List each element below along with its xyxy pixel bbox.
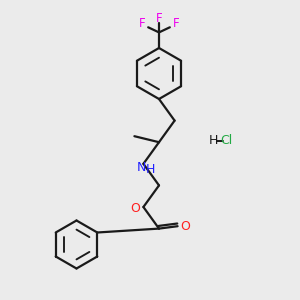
Text: Cl: Cl <box>220 134 232 148</box>
Text: F: F <box>172 17 179 30</box>
Text: O: O <box>181 220 190 233</box>
Text: O: O <box>131 202 140 215</box>
Text: N: N <box>137 161 146 175</box>
Text: F: F <box>139 17 146 30</box>
Text: H: H <box>145 163 155 176</box>
Text: F: F <box>156 11 162 25</box>
Text: H: H <box>208 134 218 148</box>
